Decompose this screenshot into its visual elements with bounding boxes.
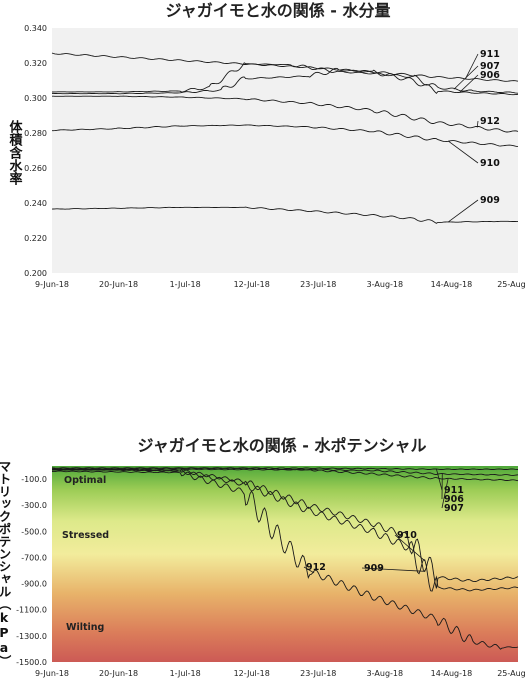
chart2-y-tick-label: -300.0	[21, 501, 47, 510]
chart2-y-ticks: -100.0 -300.0 -500.0 -700.0 -900.0 -1100.0 -13…	[16, 475, 47, 667]
chart1-x-tick-label: 12-Jul-18	[234, 280, 270, 289]
chart1-x-tick-label: 9-Jun-18	[35, 280, 69, 289]
chart2-series-label-911: 911	[444, 485, 464, 496]
chart1-x-tick-label: 25-Aug-18	[497, 280, 526, 289]
chart2-title: ジャガイモと水の関係 - 水ポテンシャル	[138, 436, 427, 455]
chart1-x-tick-label: 23-Jul-18	[300, 280, 336, 289]
chart2-x-tick-label: 20-Jun-18	[99, 669, 138, 678]
chart2-series-line-912	[51, 470, 519, 650]
chart1-y-tick-label: 0.240	[24, 199, 47, 208]
chart2-leader-line-911	[436, 469, 443, 491]
chart1-leader-line-911	[465, 53, 479, 79]
chart1-x-tick-label: 3-Aug-18	[367, 280, 404, 289]
chart1-y-tick-label: 0.200	[24, 269, 47, 278]
chart2-series-line-907	[51, 468, 519, 482]
chart2-series-label-912: 912	[306, 562, 326, 573]
chart1-series-line-911	[51, 52, 519, 82]
chart2-x-tick-label: 23-Jul-18	[300, 669, 336, 678]
chart2-leader-line-910	[394, 534, 426, 562]
chart1-series-line-907	[52, 62, 519, 94]
chart1-series-label-910: 910	[480, 158, 500, 169]
chart2-y-tick-label: -700.0	[21, 553, 47, 562]
chart2-leader-line-909	[361, 567, 425, 572]
chart1-y-ticks: 0.340 0.320 0.300 0.280 0.260 0.240 0.220 0.200	[24, 24, 47, 278]
chart1-leader-line-909	[447, 199, 479, 223]
chart1-y-tick-label: 0.300	[24, 94, 47, 103]
chart1-series-label-912: 912	[480, 116, 500, 127]
chart1-leader-line-906	[459, 74, 479, 93]
chart1-leader-line-910	[447, 140, 479, 164]
chart1-x-tick-label: 14-Aug-18	[431, 280, 473, 289]
chart1-series-line-906	[52, 67, 519, 96]
zone-label-optimal: Optimal	[64, 475, 106, 486]
chart2-y-tick-label: -100.0	[21, 475, 47, 484]
chart2-y-tick-label: -1100.0	[16, 606, 47, 615]
chart1-y-tick-label: 0.260	[24, 164, 47, 173]
zone-label-stressed: Stressed	[62, 530, 109, 541]
chart2-series-label-907: 907	[444, 503, 464, 514]
chart1-series-line-912	[52, 95, 519, 133]
chart2-x-tick-label: 3-Aug-18	[367, 669, 404, 678]
chart1-y-tick-label: 0.220	[24, 234, 47, 243]
chart1-series-label-906: 906	[480, 70, 500, 81]
chart1-series-line-910	[52, 124, 519, 148]
chart2-y-tick-label: -900.0	[21, 580, 47, 589]
chart1-series-line-909	[51, 206, 518, 224]
chart1-x-tick-label: 1-Jul-18	[170, 280, 201, 289]
chart1-y-tick-label: 0.280	[24, 129, 47, 138]
chart1-y-tick-label: 0.320	[24, 59, 47, 68]
chart2-x-ticks: 9-Jun-18 20-Jun-18 1-Jul-18 12-Jul-18 23-Jul…	[35, 669, 526, 678]
chart2-x-tick-label: 14-Aug-18	[431, 669, 473, 678]
chart1-x-ticks: 9-Jun-18 20-Jun-18 1-Jul-18 12-Jul-18 23-Jul…	[35, 280, 526, 289]
chart2-series-line-911	[51, 467, 519, 470]
chart2-y-tick-label: -1300.0	[16, 632, 47, 641]
chart1-title: ジャガイモと水の関係 - 水分量	[166, 1, 391, 20]
chart1-series-label-909: 909	[480, 195, 500, 206]
chart2-leader-line-907	[441, 478, 449, 509]
chart2-series-label-910: 910	[397, 530, 417, 541]
chart1-leader-line-907	[453, 65, 479, 90]
chart1-y-axis-label: 体積含水率	[7, 119, 24, 186]
chart1-series-label-907: 907	[480, 61, 500, 72]
chart2-x-tick-label: 9-Jun-18	[35, 669, 69, 678]
chart2-series-label-906: 906	[444, 494, 464, 505]
chart1-series-label-911: 911	[480, 49, 500, 60]
chart1-plot-area	[52, 28, 518, 273]
chart2-y-tick-label: -1500.0	[16, 658, 47, 667]
chart2-series-line-909	[52, 469, 519, 592]
chart2-x-tick-label: 25-Aug-18	[497, 669, 526, 678]
chart2-x-tick-label: 12-Jul-18	[234, 669, 270, 678]
chart1-x-tick-label: 20-Jun-18	[99, 280, 138, 289]
zone-label-wilting: Wilting	[66, 622, 104, 633]
chart2-leader-line-912	[303, 566, 315, 574]
chart2-x-tick-label: 1-Jul-18	[170, 669, 201, 678]
chart2-y-axis-label: マトリックポテンシャル（kPa）	[0, 460, 12, 668]
chart2-series-label-909: 909	[364, 563, 384, 574]
chart1-leader-line-912	[476, 120, 479, 128]
chart2-y-tick-label: -500.0	[21, 527, 47, 536]
chart1-y-tick-label: 0.340	[24, 24, 47, 33]
